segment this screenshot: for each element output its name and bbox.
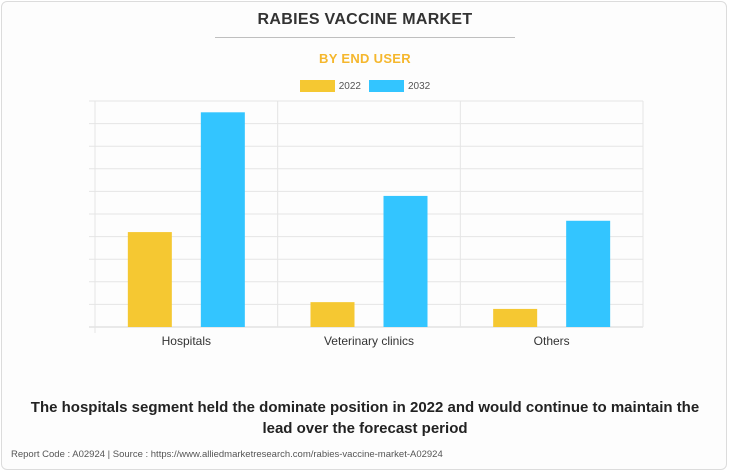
bar-2032-hospitals xyxy=(200,112,245,327)
x-tick-label: Others xyxy=(534,334,570,348)
bar-2022-others xyxy=(493,308,538,327)
legend-swatch-2022 xyxy=(299,80,335,92)
legend-label-2022: 2022 xyxy=(338,80,361,92)
title-divider xyxy=(215,37,515,38)
bar-2032-others xyxy=(566,220,611,327)
legend-item-2032[interactable]: 2032 xyxy=(369,80,430,92)
bar-2032-veterinary-clinics xyxy=(383,195,428,327)
report-footer: Report Code : A02924 | Source : https://… xyxy=(11,449,443,460)
legend-item-2022[interactable]: 2022 xyxy=(299,80,361,92)
x-tick-label: Veterinary clinics xyxy=(324,334,414,348)
x-tick-label: Hospitals xyxy=(162,334,211,348)
chart-title: RABIES VACCINE MARKET xyxy=(257,11,473,28)
legend-label-2032: 2032 xyxy=(408,80,431,92)
bar-2022-hospitals xyxy=(127,232,172,327)
chart-legend: 2022 2032 xyxy=(0,80,730,92)
chart-subtitle: BY END USER xyxy=(319,51,411,66)
chart-caption: The hospitals segment held the dominate … xyxy=(30,399,700,437)
bar-2022-veterinary-clinics xyxy=(310,302,355,327)
legend-swatch-2032 xyxy=(369,80,404,92)
